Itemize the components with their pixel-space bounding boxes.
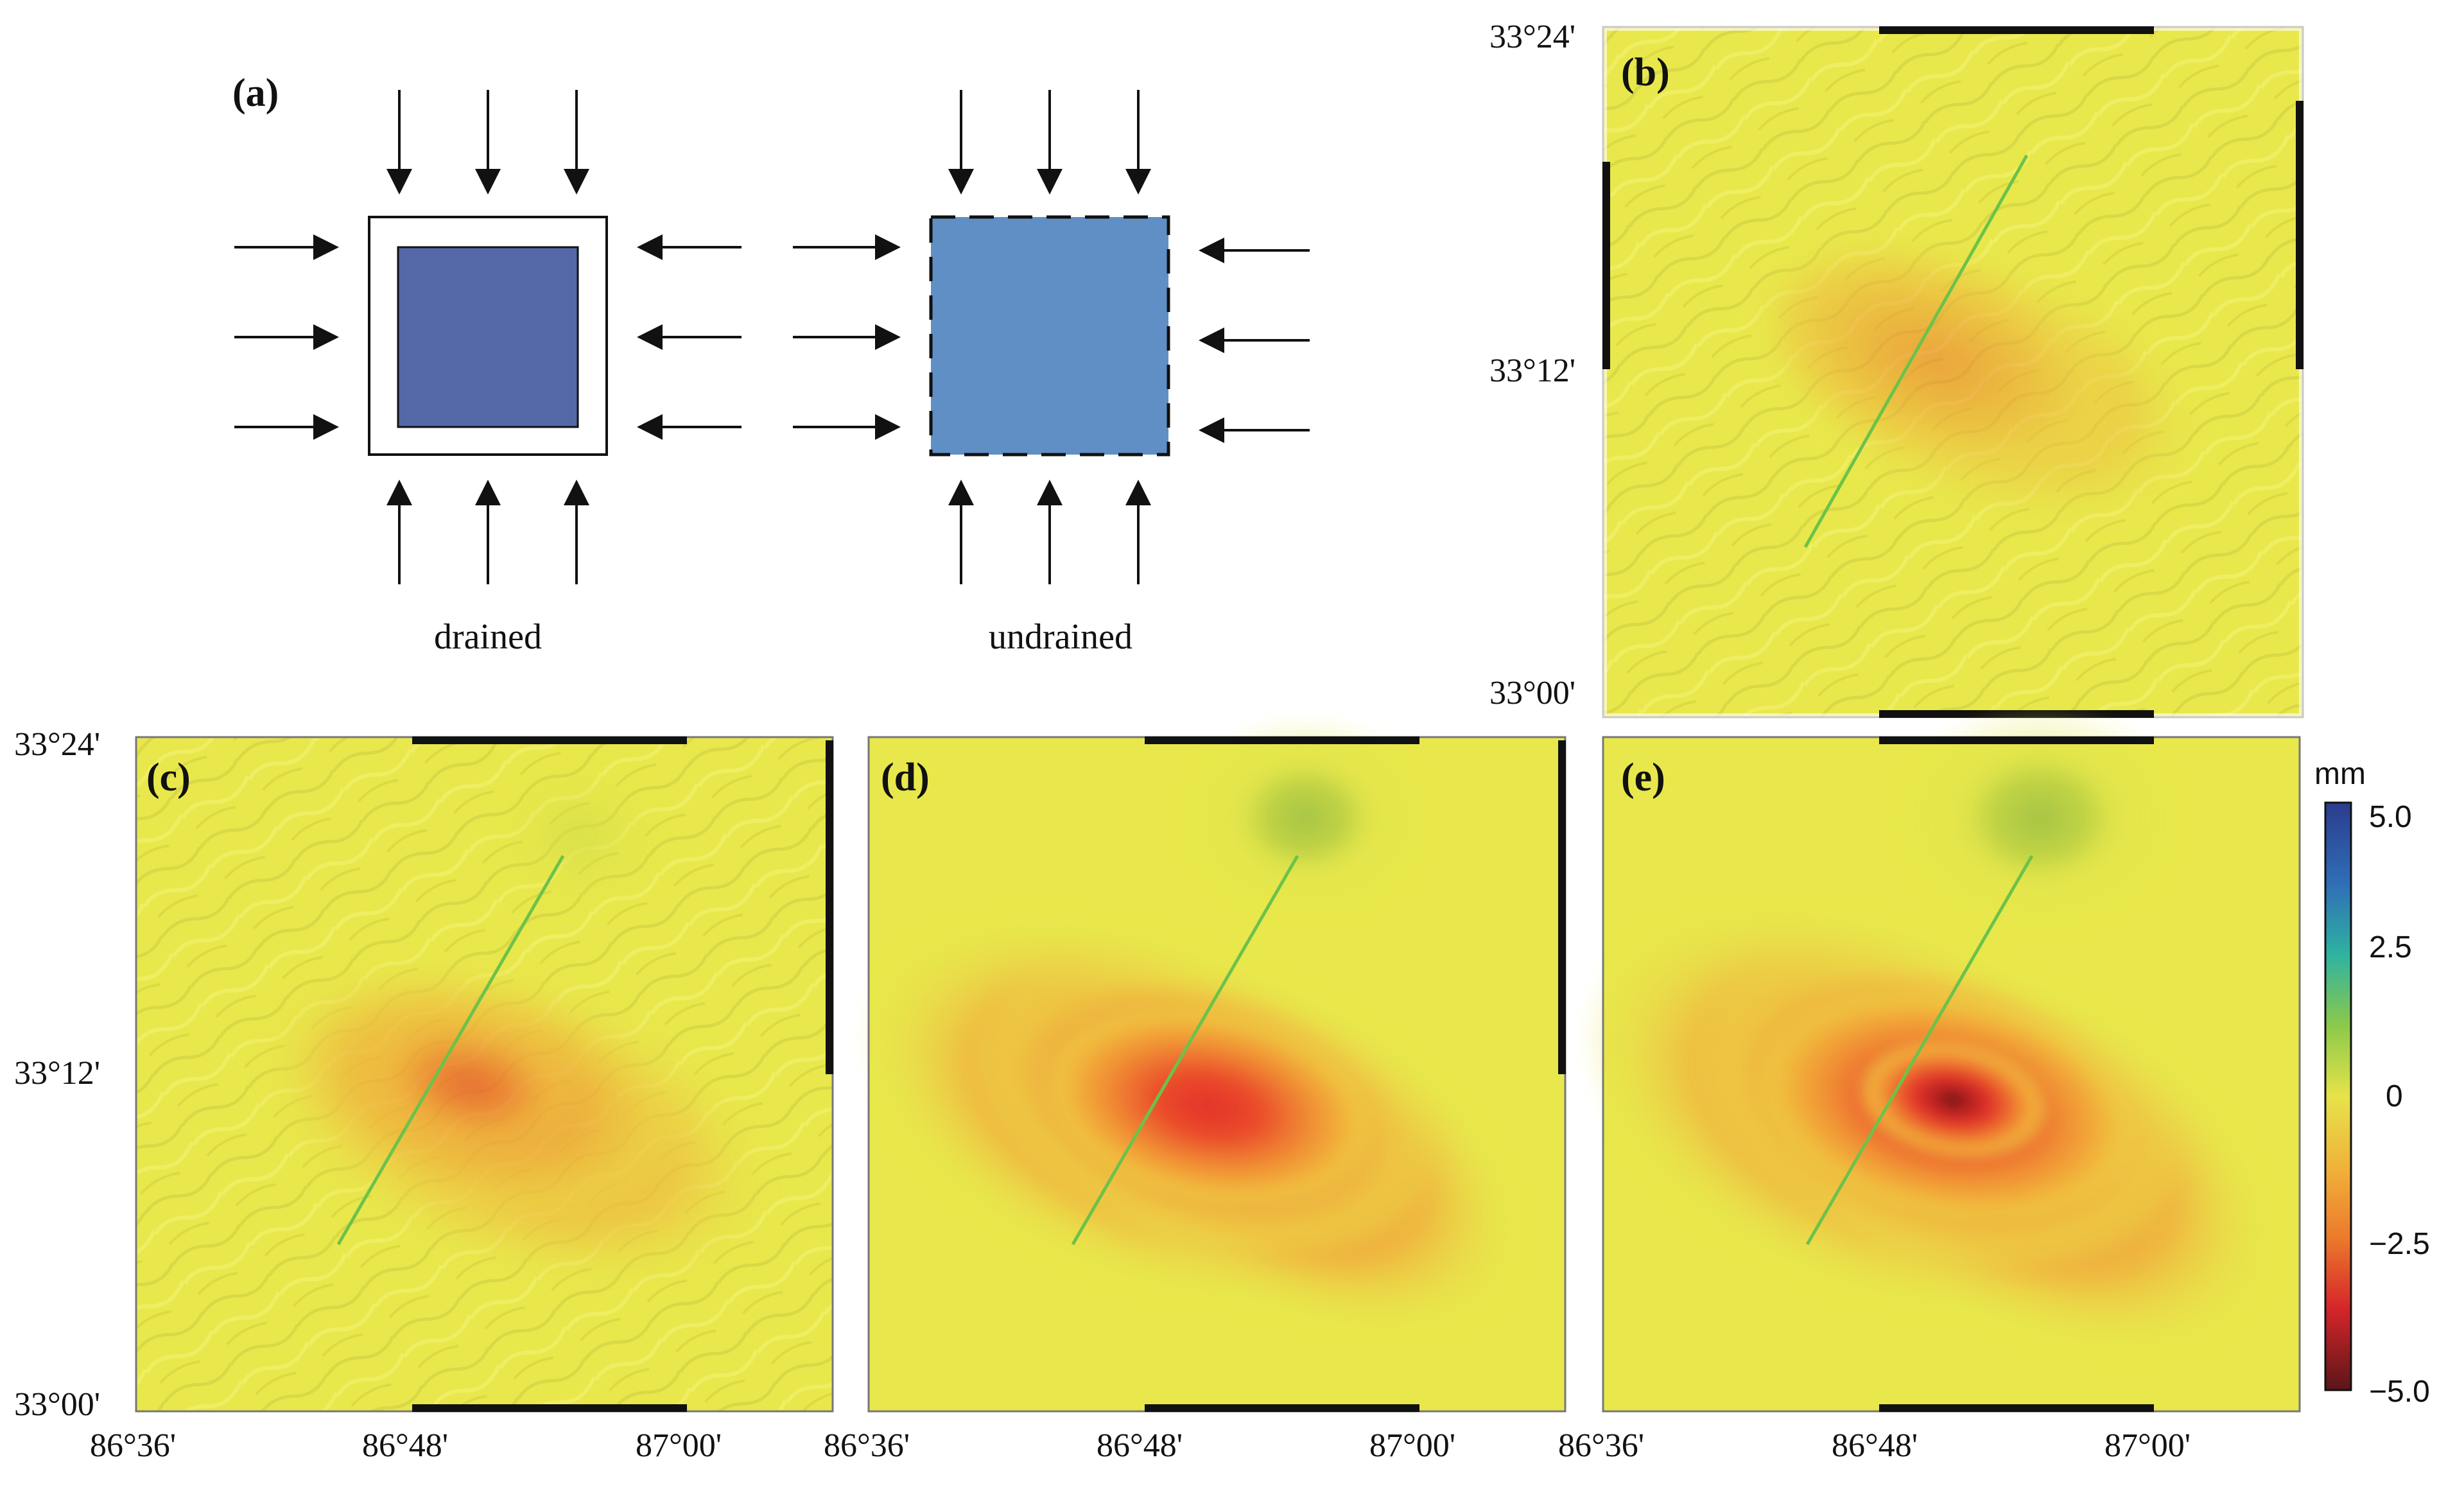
lon-tick-mid-e: 86°48' <box>1832 1427 1918 1464</box>
lon-tick-mid-c: 86°48' <box>362 1427 449 1464</box>
map-c <box>135 736 834 1413</box>
panel-label-d: (d) <box>881 756 930 799</box>
lon-tick-left-e: 86°36' <box>1558 1427 1645 1464</box>
panel-label-b: (b) <box>1621 51 1670 94</box>
drained-undrained-diagram <box>234 90 1310 584</box>
lat-tick-mid-c: 33°12' <box>14 1055 101 1092</box>
undrained-caption: undrained <box>989 617 1132 657</box>
fault-line-d <box>1071 855 1299 1246</box>
lon-tick-right-d: 87°00' <box>1369 1427 1456 1464</box>
lat-tick-top-c: 33°24' <box>14 726 101 763</box>
lon-tick-left-c: 86°36' <box>90 1427 177 1464</box>
fault-line-e <box>1805 855 2034 1246</box>
panel-label-e: (e) <box>1621 756 1665 799</box>
colorbar-tick-neg-2-5: −2.5 <box>2369 1227 2430 1261</box>
lon-tick-right-e: 87°00' <box>2104 1427 2191 1464</box>
fault-line-c <box>336 855 565 1246</box>
panel-label-c: (c) <box>146 756 191 799</box>
drained-caption: drained <box>434 617 542 657</box>
lat-tick-bottom-b: 33°00' <box>1489 675 1576 711</box>
undrained-element <box>929 215 1170 457</box>
fault-line-b <box>1803 154 2029 548</box>
panel-label-a: (a) <box>232 71 279 115</box>
lon-tick-left-d: 86°36' <box>824 1427 910 1464</box>
colorbar-tick-0: 0 <box>2386 1079 2403 1113</box>
map-d <box>857 715 1566 1413</box>
undrained-arrows <box>793 90 1310 584</box>
map-b <box>1601 24 2305 720</box>
map-e <box>1579 702 2301 1413</box>
colorbar-tick-5: 5.0 <box>2369 800 2412 834</box>
drained-fill <box>397 246 579 428</box>
colorbar-tick-neg-5: −5.0 <box>2369 1375 2430 1409</box>
colorbar-scale <box>2324 801 2352 1391</box>
colorbar-unit: mm <box>2314 757 2366 791</box>
drained-arrows <box>234 90 742 584</box>
lon-tick-mid-d: 86°48' <box>1097 1427 1183 1464</box>
lat-tick-mid-b: 33°12' <box>1489 353 1576 389</box>
colorbar-tick-2-5: 2.5 <box>2369 930 2412 964</box>
drained-element <box>368 216 608 456</box>
lat-tick-bottom-c: 33°00' <box>14 1386 101 1423</box>
lat-tick-top-b: 33°24' <box>1489 19 1576 55</box>
lon-tick-right-c: 87°00' <box>636 1427 722 1464</box>
